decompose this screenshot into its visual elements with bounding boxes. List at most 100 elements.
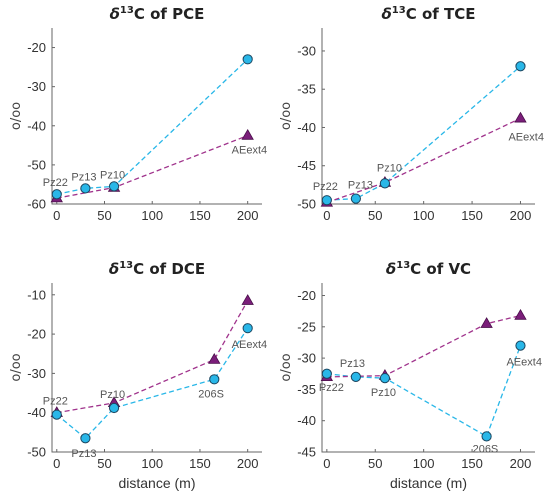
y-tick-label: -30 (297, 351, 316, 366)
y-axis-label: o/oo (279, 353, 294, 381)
x-tick-label: 0 (53, 456, 60, 471)
point-annotation: AEext4 (232, 145, 267, 157)
data-point-triangle (480, 317, 493, 328)
point-annotation: Pz13 (340, 358, 365, 370)
y-tick-label: -50 (297, 197, 316, 212)
data-point-triangle (514, 308, 527, 320)
x-tick-label: 0 (53, 208, 60, 223)
x-tick-label: 100 (141, 456, 163, 471)
y-tick-label: -40 (297, 413, 316, 428)
y-tick-label: -35 (297, 82, 316, 97)
data-point-circle (350, 371, 361, 382)
chart-title: δ13C of VC (386, 260, 471, 278)
y-tick-label: -10 (27, 287, 46, 302)
y-tick-label: -50 (27, 445, 46, 460)
point-annotation: AEext4 (232, 339, 267, 351)
x-tick-label: 200 (510, 208, 532, 223)
point-annotation: Pz13 (71, 171, 96, 183)
x-tick-label: 200 (237, 208, 259, 223)
point-annotation: AEext4 (508, 131, 543, 143)
y-tick-label: -30 (27, 79, 46, 94)
x-tick-label: 50 (368, 208, 382, 223)
y-axis-label: o/oo (279, 102, 294, 130)
series-line-purple (326, 117, 521, 204)
y-tick-label: -40 (27, 405, 46, 420)
data-point-circle (51, 189, 62, 200)
point-annotation: Pz22 (43, 396, 68, 408)
chart-title: δ13C of TCE (381, 5, 475, 23)
data-point-circle (515, 61, 526, 72)
x-axis-label: distance (m) (390, 475, 467, 491)
data-point-circle (108, 402, 120, 414)
point-annotation: Pz10 (371, 387, 396, 399)
x-tick-label: 150 (189, 208, 211, 223)
x-tick-label: 150 (189, 456, 211, 471)
data-point-circle (108, 181, 120, 192)
series-line-cyan (56, 58, 249, 195)
x-tick-label: 0 (323, 456, 330, 471)
y-axis-label: o/oo (9, 353, 24, 381)
y-tick-label: -20 (27, 40, 46, 55)
data-point-triangle (241, 128, 254, 140)
chart-panel-4: 0 50 100 150 200 -45 -40 -35 -30 -25 -20 δ13C of VC… (279, 260, 542, 491)
chart-title: δ13C of PCE (110, 5, 205, 23)
point-annotation: Pz10 (100, 169, 125, 181)
point-annotation: 206S (198, 388, 224, 400)
y-tick-label: -40 (27, 118, 46, 133)
data-point-triangle (241, 294, 254, 305)
y-tick-label: -25 (297, 319, 316, 334)
series-line-purple (326, 314, 521, 378)
data-point-circle (209, 374, 220, 385)
data-point-circle (321, 368, 332, 379)
x-tick-label: 0 (323, 208, 330, 223)
y-tick-label: -40 (297, 120, 316, 135)
chart-panel-3: 0 50 100 150 200 -50 -40 -30 -20 -10 δ13C of DCE o/… (9, 260, 267, 491)
series-line-cyan (56, 327, 249, 440)
y-axis-label: o/oo (9, 102, 24, 130)
axes (321, 28, 535, 205)
chart-title: δ13C of DCE (109, 260, 205, 278)
y-tick-label: -20 (27, 327, 46, 342)
axes (51, 283, 262, 453)
x-tick-label: 200 (510, 456, 532, 471)
data-point-circle (379, 373, 391, 384)
data-point-circle (321, 195, 332, 206)
y-tick-label: -30 (297, 43, 316, 58)
x-tick-label: 100 (413, 208, 435, 223)
x-tick-label: 50 (97, 208, 111, 223)
point-annotation: Pz22 (319, 382, 344, 394)
data-point-circle (481, 431, 492, 442)
point-annotation: Pz13 (348, 180, 373, 192)
x-tick-label: 50 (97, 456, 111, 471)
point-annotation: 206S (473, 443, 499, 455)
x-tick-label: 50 (368, 456, 382, 471)
x-tick-label: 150 (461, 456, 483, 471)
data-point-circle (350, 193, 361, 204)
data-point-circle (242, 323, 253, 334)
data-point-circle (51, 409, 62, 420)
x-tick-label: 150 (461, 208, 483, 223)
point-annotation: Pz10 (377, 162, 402, 174)
series-line-purple (56, 300, 249, 414)
data-point-triangle (208, 353, 221, 364)
y-tick-label: -20 (297, 288, 316, 303)
point-annotation: Pz22 (43, 177, 68, 189)
x-axis-label: distance (m) (118, 475, 195, 491)
x-tick-label: 200 (237, 456, 259, 471)
chart-panel-2: 0 50 100 150 200 -50 -45 -40 -35 -30 δ13C of TCE o/… (279, 5, 544, 223)
data-point-circle (515, 340, 526, 351)
point-annotation: AEext4 (506, 357, 541, 369)
y-tick-label: -30 (27, 366, 46, 381)
y-tick-label: -45 (297, 158, 316, 173)
y-tick-label: -60 (27, 197, 46, 212)
data-point-circle (80, 433, 91, 444)
data-point-circle (379, 178, 391, 189)
data-point-circle (80, 183, 91, 194)
y-tick-label: -45 (297, 445, 316, 460)
y-tick-label: -50 (27, 157, 46, 172)
data-point-triangle (514, 111, 527, 123)
x-tick-label: 100 (141, 208, 163, 223)
point-annotation: Pz10 (100, 389, 125, 401)
x-tick-label: 100 (413, 456, 435, 471)
